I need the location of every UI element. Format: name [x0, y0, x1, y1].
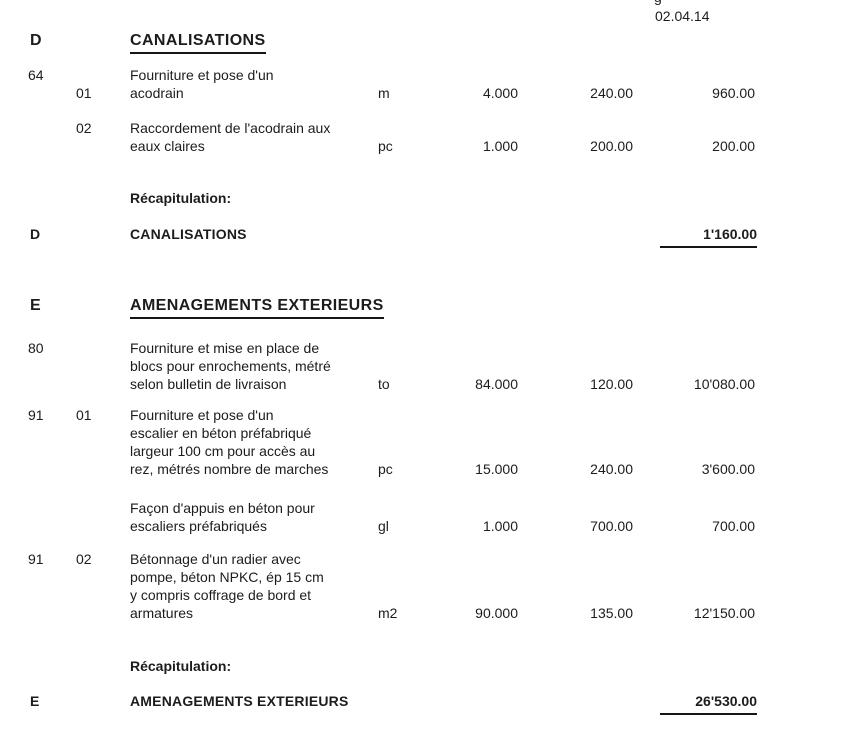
- item-sub: 01: [76, 407, 92, 423]
- item-amount: 12'150.00: [693, 605, 755, 621]
- item-pos: 91: [28, 407, 44, 423]
- item-pos: 91: [28, 551, 44, 567]
- section-title: AMENAGEMENTS EXTERIEURS: [130, 297, 384, 319]
- item-description: Fourniture et pose d'un escalier en béto…: [130, 407, 329, 477]
- recap-title: AMENAGEMENTS EXTERIEURS: [130, 693, 349, 709]
- item-unit-price: 135.00: [590, 605, 633, 621]
- table-row: 02 Raccordement de l'acodrain aux eaux c…: [0, 119, 863, 155]
- table-row: 91 01 Fourniture et pose d'un escalier e…: [0, 406, 863, 478]
- item-unit: pc: [378, 461, 393, 477]
- recap-title: CANALISATIONS: [130, 226, 247, 242]
- recap-label: Récapitulation:: [130, 658, 232, 674]
- item-pos: 64: [28, 67, 44, 83]
- item-amount: 700.00: [712, 518, 755, 534]
- item-description: Fourniture et pose d'un acodrain: [130, 67, 274, 101]
- item-amount: 3'600.00: [701, 461, 755, 477]
- item-amount: 200.00: [712, 138, 755, 154]
- section-code: D: [30, 32, 42, 49]
- recap-line-d: D CANALISATIONS 1'160.00: [0, 225, 863, 249]
- item-quantity: 84.000: [475, 376, 518, 392]
- recap-line-e: E AMENAGEMENTS EXTERIEURS 26'530.00: [0, 692, 863, 716]
- item-description: Bétonnage d'un radier avec pompe, béton …: [130, 551, 324, 621]
- item-unit: m2: [378, 605, 398, 621]
- clipped-text-fragment: g: [654, 0, 662, 6]
- recap-code: E: [30, 693, 40, 709]
- item-sub: 02: [76, 120, 92, 136]
- item-unit: gl: [378, 518, 389, 534]
- item-unit-price: 700.00: [590, 518, 633, 534]
- section-title: CANALISATIONS: [130, 32, 266, 54]
- document-date: 02.04.14: [655, 8, 710, 24]
- item-sub: 01: [76, 85, 92, 101]
- item-quantity: 4.000: [482, 85, 518, 101]
- recap-total: 1'160.00: [660, 225, 757, 248]
- table-row: 80 Fourniture et mise en place de blocs …: [0, 339, 863, 393]
- item-quantity: 1.000: [482, 138, 518, 154]
- item-amount: 960.00: [712, 85, 755, 101]
- item-quantity: 90.000: [475, 605, 518, 621]
- recap-total: 26'530.00: [660, 692, 757, 715]
- item-unit-price: 120.00: [590, 376, 633, 392]
- item-pos: 80: [28, 340, 44, 356]
- recap-code: D: [30, 226, 41, 242]
- item-unit-price: 240.00: [590, 461, 633, 477]
- item-amount: 10'080.00: [693, 376, 755, 392]
- item-unit-price: 240.00: [590, 85, 633, 101]
- item-description: Fourniture et mise en place de blocs pou…: [130, 340, 331, 392]
- item-quantity: 1.000: [482, 518, 518, 534]
- item-quantity: 15.000: [475, 461, 518, 477]
- item-description: Raccordement de l'acodrain aux eaux clai…: [130, 120, 331, 154]
- item-unit: pc: [378, 138, 393, 154]
- section-header-e: E AMENAGEMENTS EXTERIEURS: [0, 297, 863, 321]
- section-code: E: [30, 297, 41, 314]
- item-sub: 02: [76, 551, 92, 567]
- table-row: Façon d'appuis en béton pour escaliers p…: [0, 499, 863, 535]
- item-unit: to: [378, 376, 390, 392]
- table-row: 64 01 Fourniture et pose d'un acodrain m…: [0, 66, 863, 102]
- recap-label: Récapitulation:: [130, 190, 232, 206]
- section-header-d: D CANALISATIONS: [0, 32, 863, 56]
- item-unit: m: [378, 85, 390, 101]
- table-row: 91 02 Bétonnage d'un radier avec pompe, …: [0, 550, 863, 622]
- item-unit-price: 200.00: [590, 138, 633, 154]
- item-description: Façon d'appuis en béton pour escaliers p…: [130, 500, 315, 534]
